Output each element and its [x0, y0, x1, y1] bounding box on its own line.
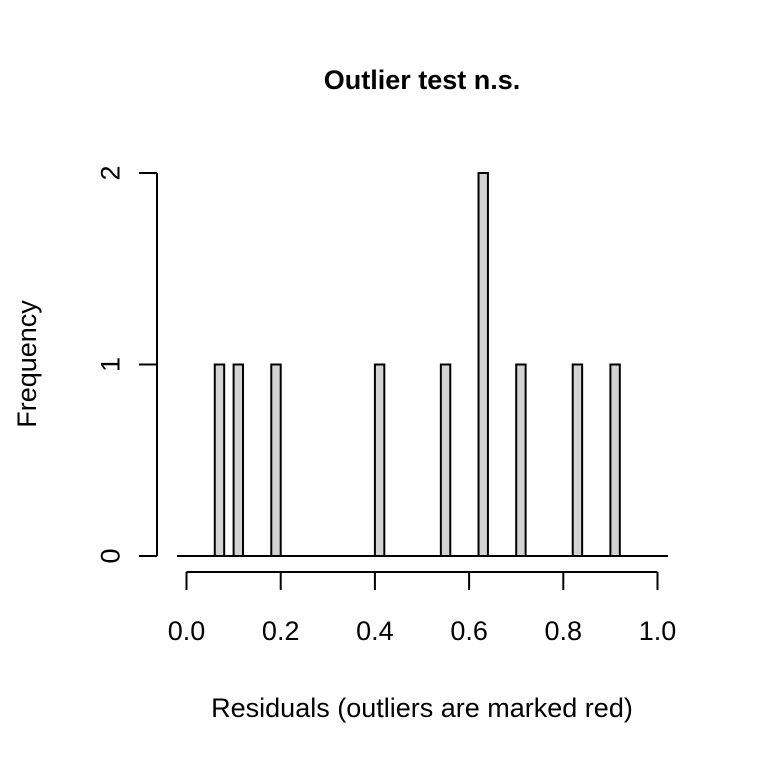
histogram-bar: [609, 363, 621, 557]
x-tick-label: 0.8: [545, 616, 583, 646]
x-axis-label: Residuals (outliers are marked red): [211, 693, 633, 723]
histogram-bar: [232, 363, 245, 557]
x-tick-label: 1.0: [639, 616, 677, 646]
histogram-bar: [373, 363, 386, 557]
histogram-bar: [571, 363, 584, 557]
y-axis-label: Frequency: [12, 300, 42, 428]
x-tick-label: 0.6: [450, 616, 488, 646]
y-tick-label: 0: [95, 548, 125, 563]
y-tick-label: 1: [95, 357, 125, 372]
histogram-bar: [213, 363, 226, 557]
histogram-bar: [439, 363, 452, 557]
histogram-bars: [213, 172, 621, 557]
histogram-bar: [515, 363, 527, 557]
x-axis: 0.0 0.2 0.4 0.6 0.8 1.0: [168, 571, 677, 646]
x-tick-label: 0.2: [262, 616, 300, 646]
y-tick-label: 2: [95, 165, 125, 180]
x-tick-label: 0.4: [356, 616, 394, 646]
histogram-bar: [477, 172, 489, 557]
chart-title: Outlier test n.s.: [324, 65, 521, 95]
histogram-bar: [270, 363, 282, 557]
x-tick-label: 0.0: [168, 616, 206, 646]
y-axis: 0 1 2: [95, 165, 158, 564]
